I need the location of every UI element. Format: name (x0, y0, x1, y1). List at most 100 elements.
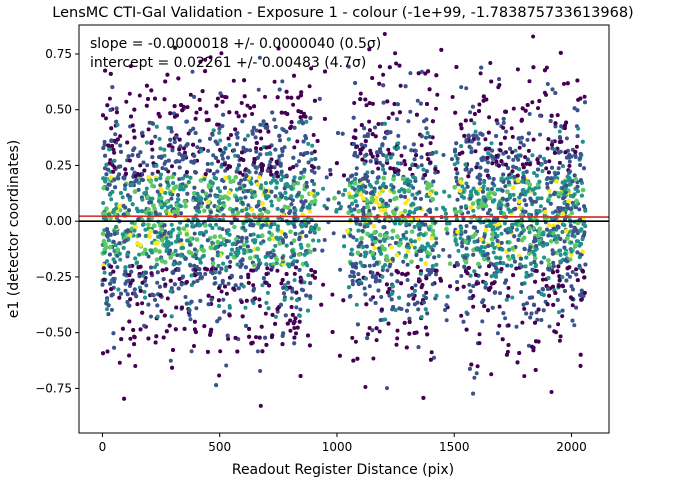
data-point (539, 260, 544, 265)
data-point (161, 277, 166, 281)
data-point (192, 153, 197, 158)
data-point (483, 245, 488, 250)
data-point (358, 91, 363, 96)
data-point (527, 162, 532, 167)
data-point (102, 166, 107, 171)
data-point (506, 323, 511, 328)
data-point (475, 364, 480, 369)
data-point (182, 326, 187, 331)
data-point (265, 266, 270, 271)
data-point (432, 243, 437, 248)
data-point (283, 313, 288, 318)
data-point (211, 171, 216, 176)
data-point (522, 306, 527, 311)
data-point (424, 126, 429, 131)
data-point (316, 165, 321, 170)
data-point (123, 265, 128, 270)
data-point (413, 239, 417, 244)
data-point (114, 224, 119, 229)
data-point (463, 229, 468, 234)
data-point (212, 276, 217, 280)
data-point (205, 168, 210, 173)
data-point (404, 230, 409, 235)
data-point (356, 209, 362, 214)
data-point (358, 260, 363, 265)
data-point (312, 229, 317, 234)
data-point (142, 323, 147, 328)
data-point (193, 268, 198, 272)
data-point (465, 311, 470, 316)
data-point (294, 265, 298, 270)
data-point (155, 270, 160, 275)
data-point (497, 304, 502, 309)
data-point (557, 209, 562, 214)
data-point (570, 287, 575, 292)
data-point (360, 228, 365, 233)
data-point (258, 146, 263, 151)
data-point (401, 259, 406, 264)
data-point (328, 168, 333, 172)
data-point (213, 155, 218, 160)
data-point (395, 102, 400, 107)
data-point (322, 238, 327, 242)
data-point (309, 157, 314, 162)
data-point (464, 224, 469, 228)
data-point (288, 328, 293, 333)
data-point (293, 231, 298, 236)
data-point (546, 137, 551, 142)
data-point (157, 284, 162, 289)
data-point (185, 105, 190, 110)
data-point (178, 203, 182, 208)
data-point (530, 344, 535, 349)
data-point (529, 311, 534, 316)
data-point (557, 129, 562, 134)
data-point (510, 169, 515, 174)
data-point (113, 132, 118, 137)
data-point (281, 174, 286, 179)
data-point (218, 234, 223, 239)
data-point (217, 126, 222, 131)
data-point (389, 244, 394, 250)
data-point (460, 240, 465, 245)
data-point (415, 264, 420, 269)
data-point (187, 308, 192, 313)
data-point (137, 252, 142, 257)
data-point (413, 163, 418, 167)
data-point (239, 239, 244, 244)
data-point (177, 165, 182, 170)
data-point (480, 319, 485, 324)
data-point (281, 331, 286, 336)
data-point (192, 247, 197, 252)
data-point (297, 313, 301, 318)
data-point (459, 194, 464, 199)
data-point (515, 360, 520, 365)
data-point (390, 152, 395, 157)
data-point (522, 247, 527, 252)
data-point (537, 179, 542, 184)
data-point (435, 92, 440, 97)
data-point (156, 111, 161, 116)
data-point (247, 334, 252, 339)
data-point (321, 186, 326, 191)
data-point (395, 234, 400, 239)
data-point (310, 179, 315, 183)
data-point (354, 261, 358, 266)
data-point (218, 91, 223, 96)
data-point (569, 210, 575, 216)
data-point (524, 161, 529, 166)
data-point (331, 231, 336, 236)
data-point (164, 329, 169, 334)
data-point (113, 243, 118, 248)
data-point (569, 252, 574, 257)
data-point (463, 239, 469, 245)
data-point (258, 369, 263, 373)
data-point (502, 221, 507, 226)
data-point (336, 190, 341, 195)
data-point (477, 109, 481, 113)
data-point (361, 244, 366, 249)
data-point (205, 204, 210, 209)
data-point (255, 254, 260, 259)
data-point (476, 141, 481, 146)
data-point (484, 272, 489, 277)
data-point (292, 145, 297, 150)
